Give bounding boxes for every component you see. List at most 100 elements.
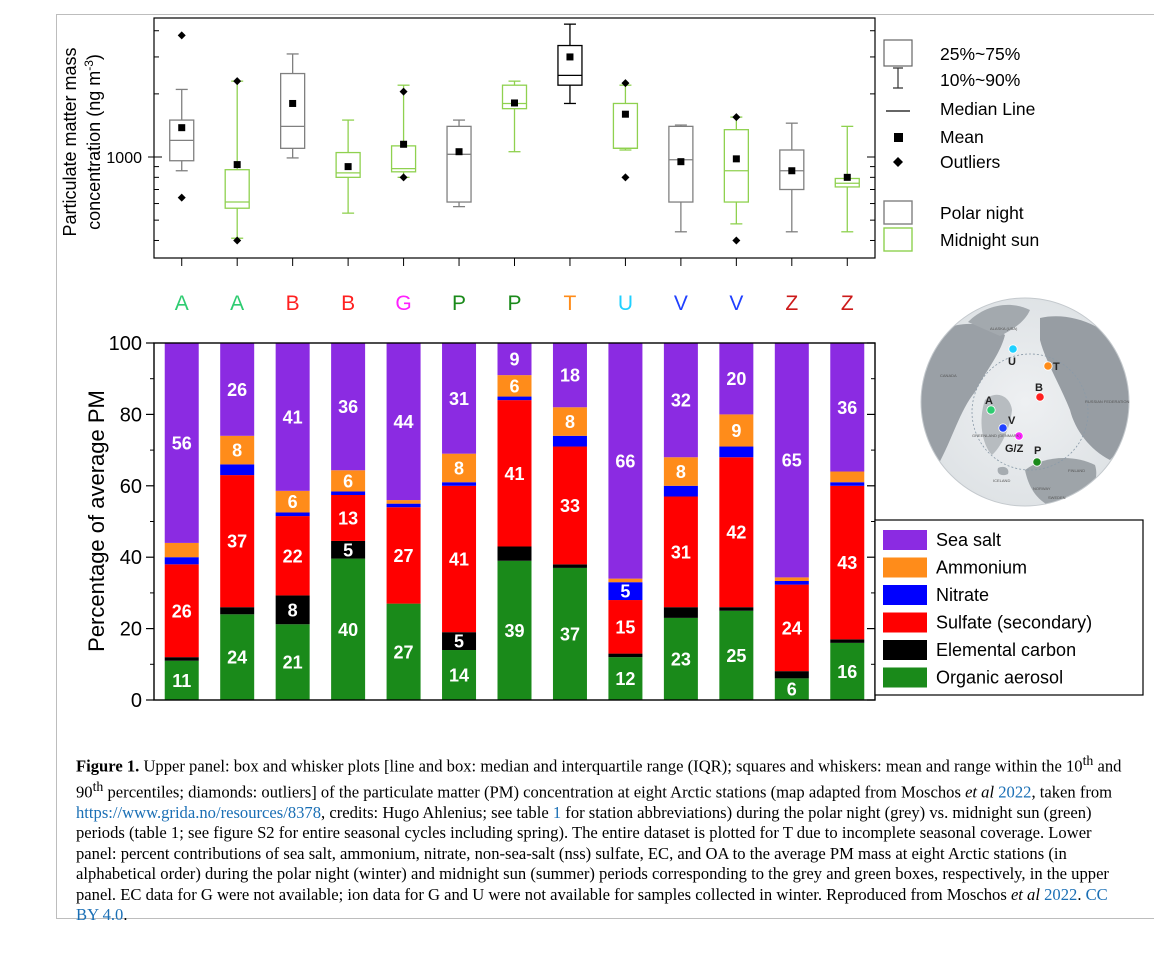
stacked-bar-6: 14 5 41 8 31: [442, 343, 477, 700]
stacked-bar-y-tick-label: 100: [109, 333, 142, 355]
box-plot-y-label-unit: concentration (ng m: [84, 71, 104, 230]
stacked-bar-4: 40 5 13 6 36: [331, 343, 366, 700]
bar-data-label: 21: [283, 653, 303, 673]
bar-data-label: 43: [837, 553, 857, 573]
box-plot-series: [169, 23, 860, 245]
box-5: [390, 84, 417, 182]
bar-segment-organic-aerosol: [663, 617, 698, 700]
bar-segment-ammonium: [774, 577, 809, 581]
station-letter-z: Z: [841, 292, 854, 315]
bar-data-label: 5: [454, 632, 464, 652]
map-station-v-dot: [998, 423, 1008, 433]
bar-data-label: 31: [671, 542, 691, 562]
bar-data-label: 42: [726, 523, 746, 543]
box-mean-marker: [233, 161, 241, 169]
bar-data-label: 8: [454, 458, 464, 478]
bar-data-label: 36: [338, 397, 358, 417]
bar-segment-sea-salt: [608, 343, 643, 579]
map-station-v-label: V: [1008, 415, 1016, 427]
legend-swatch-nitrate: [883, 585, 927, 605]
bar-segment-sea-salt: [220, 343, 255, 436]
top-border: [56, 14, 1154, 15]
map-station-t-dot: [1043, 361, 1053, 371]
bar-segment-organic-aerosol: [442, 650, 477, 700]
box-mean-marker: [732, 155, 740, 163]
bar-segment-elemental-carbon: [830, 639, 865, 643]
caption-text-10: .: [123, 904, 128, 924]
stacked-bar-y-label: Percentage of average PM: [84, 390, 109, 652]
bar-data-label: 20: [726, 369, 746, 389]
bar-segment-sulfate-secondary-: [275, 516, 310, 596]
box-6: [446, 119, 472, 208]
caption-text-5: , taken from: [1031, 782, 1113, 802]
legend-midnight-sun-label: Midnight sun: [940, 230, 1039, 250]
bar-segment-sulfate-secondary-: [608, 600, 643, 654]
box-mean-marker: [511, 99, 518, 107]
caption-sup-2: th: [92, 778, 104, 794]
bar-segment-nitrate: [719, 446, 754, 458]
map-region-iceland: ICELAND: [993, 478, 1010, 483]
bar-segment-sulfate-secondary-: [442, 485, 477, 633]
legend-swatch-sulfate-secondary-: [883, 612, 927, 633]
map-station-p-dot: [1032, 457, 1042, 467]
arctic-station-map: U T B A V G/Z P ALASKA (USA) CANADA RUSS…: [920, 297, 1130, 507]
stacked-bar-ticks: 0 20 40 60 80 100: [109, 333, 875, 712]
box-iqr: [723, 129, 749, 203]
caption-year-link-1[interactable]: 2022: [998, 782, 1032, 802]
bar-data-label: 44: [394, 412, 414, 432]
box-outlier-marker: [621, 79, 630, 88]
map-land-north-america: [921, 323, 1005, 466]
bar-segment-organic-aerosol: [552, 567, 587, 700]
bar-segment-nitrate: [774, 581, 809, 585]
station-letter-t: T: [564, 292, 577, 315]
bar-segment-elemental-carbon: [608, 653, 643, 658]
station-letter-a: A: [230, 292, 244, 315]
legend-mean-label: Mean: [940, 127, 984, 147]
box-mean-marker: [289, 99, 297, 107]
box-outlier-marker: [399, 87, 408, 96]
box-plot-panel: 1000 Particulate matter mass concentrati…: [60, 17, 876, 266]
left-border: [56, 14, 57, 918]
box-mean-marker: [178, 124, 186, 132]
map-region-greenland: GREENLAND (DENMARK): [972, 433, 1021, 438]
bar-segment-organic-aerosol: [497, 560, 532, 700]
box-4: [335, 119, 361, 214]
box-iqr: [501, 84, 528, 110]
caption-url-link[interactable]: https://www.grida.no/resources/8378: [76, 802, 322, 822]
bar-data-label: 41: [283, 407, 303, 427]
stacked-bar-y-tick-label: 20: [120, 619, 142, 641]
box-plot-ticks: [148, 30, 875, 266]
bar-data-label: 37: [227, 532, 247, 552]
stacked-bar-panel: 1126562437826218226414051363627274414541…: [84, 333, 876, 712]
caption-year-link-2[interactable]: 2022: [1044, 884, 1078, 904]
box-iqr: [446, 125, 472, 203]
bar-segment-organic-aerosol: [719, 610, 754, 700]
bar-segment-nitrate: [608, 582, 643, 601]
station-letter-v: V: [729, 292, 743, 315]
box-mean-marker: [400, 140, 408, 148]
station-letter-u: U: [618, 292, 633, 315]
legend-outliers-swatch: [893, 157, 903, 167]
bar-segment-elemental-carbon: [663, 607, 698, 618]
stacked-bar-10: 23 31 8 32: [663, 343, 698, 700]
box-iqr: [390, 145, 417, 173]
bar-segment-ammonium: [164, 542, 199, 558]
bar-segment-elemental-carbon: [719, 607, 754, 611]
box-plot-y-label-line1: Particulate matter mass: [60, 47, 80, 236]
caption-license-link[interactable]: CC BY 4.0: [76, 884, 1108, 924]
box-2: [224, 77, 250, 245]
caption-sup-1: th: [1082, 753, 1094, 768]
box-outlier-marker: [732, 113, 741, 122]
bar-segment-nitrate: [830, 482, 865, 486]
caption-label: Figure 1.: [76, 756, 140, 776]
bar-segment-sulfate-secondary-: [386, 507, 421, 604]
stacked-bar-7: 39 41 6 9: [497, 343, 532, 700]
box-iqr: [280, 72, 306, 149]
box-outlier-marker: [233, 236, 242, 245]
caption-table-link[interactable]: 1: [552, 802, 562, 822]
stacked-bar-3: 21 8 22 6 41: [275, 343, 310, 700]
legend-label-sulfate-secondary-: Sulfate (secondary): [936, 613, 1092, 633]
bar-data-label: 9: [731, 421, 741, 441]
bar-segment-organic-aerosol: [386, 603, 421, 700]
